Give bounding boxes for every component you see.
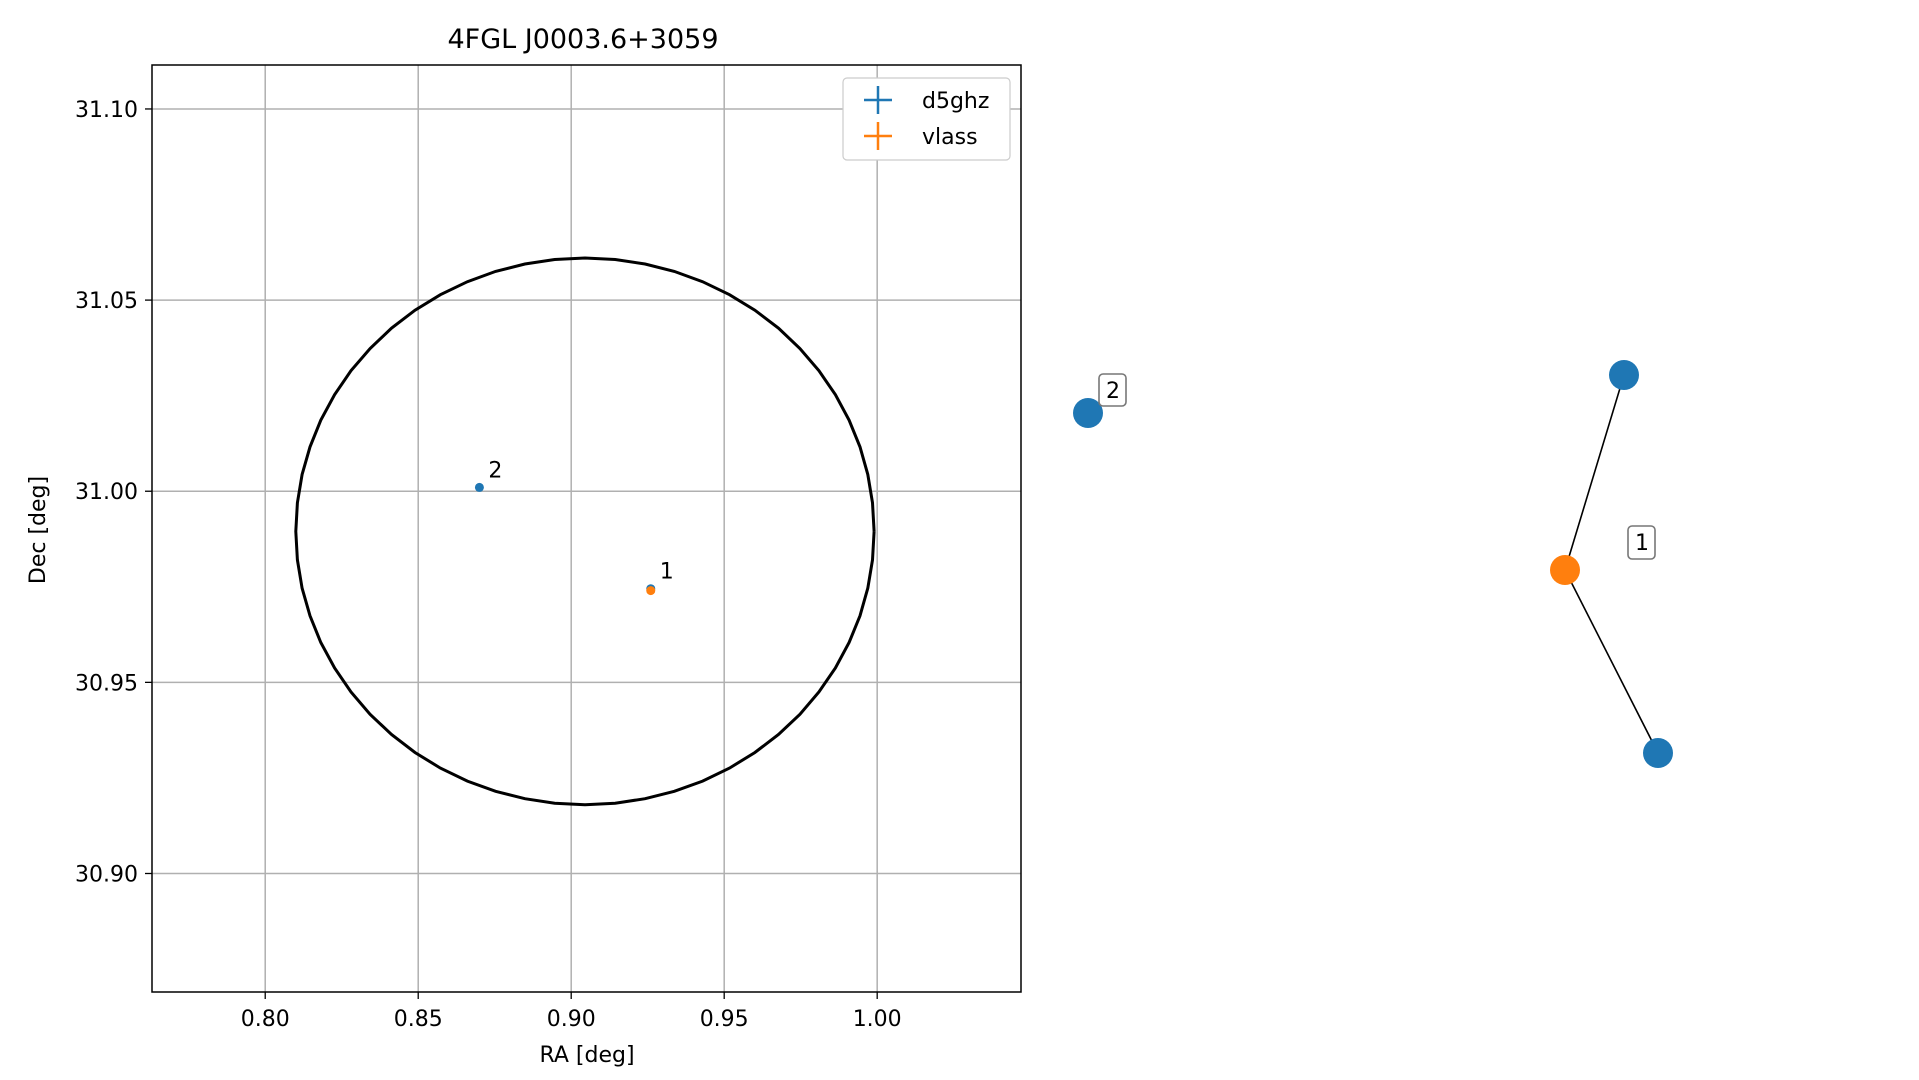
legend-label-vlass: vlass — [922, 125, 978, 150]
network-edge-vlass1-d5ghz-a — [1564, 374, 1625, 571]
data-point-label: 2 — [488, 458, 502, 483]
network-node-d5ghz-2 — [1073, 398, 1103, 428]
grid — [152, 65, 1021, 992]
x-tick-label: 0.95 — [700, 1007, 749, 1032]
plot-frame — [151, 64, 1022, 993]
y-tick-label: 31.05 — [75, 289, 138, 314]
data-point-d5ghz — [474, 482, 484, 492]
localization-ellipse — [294, 256, 876, 807]
network-node-d5ghz-a — [1609, 360, 1639, 390]
legend-label-d5ghz: d5ghz — [922, 89, 989, 114]
network-label-2-box — [1098, 373, 1127, 407]
legend: d5ghz vlass — [842, 77, 1011, 161]
chart-title: 4FGL J0003.6+3059 — [447, 24, 718, 55]
y-axis-ticks: 30.90 30.95 31.00 31.05 31.10 — [75, 98, 152, 887]
network-edge-vlass1-d5ghz-b — [1564, 569, 1659, 754]
x-tick-label: 1.00 — [853, 1007, 902, 1032]
x-axis-label: RA [deg] — [539, 1043, 634, 1068]
x-tick-label: 0.85 — [394, 1007, 443, 1032]
y-tick-label: 31.10 — [75, 98, 138, 123]
scatter-chart: 4FGL J0003.6+3059 21 0.80 0.85 0.90 0.95 1.0… — [26, 24, 1022, 1068]
y-tick-label: 30.95 — [75, 671, 138, 696]
y-tick-label: 30.90 — [75, 862, 138, 887]
x-tick-label: 0.80 — [241, 1007, 290, 1032]
y-axis-label: Dec [deg] — [26, 476, 51, 584]
legend-entry-vlass: vlass — [864, 122, 978, 150]
network-node-vlass-1 — [1550, 555, 1580, 585]
network-label-1-box — [1627, 525, 1656, 560]
y-tick-label: 31.00 — [75, 480, 138, 505]
localization-ellipse-layer — [294, 256, 876, 807]
data-points-layer: 21 — [474, 458, 674, 596]
network-label-1-text: 1 — [1635, 531, 1649, 556]
data-point-vlass — [646, 586, 656, 596]
network-label-2: 2 — [1098, 373, 1127, 407]
network-label-1: 1 — [1627, 525, 1656, 560]
legend-box — [842, 77, 1011, 161]
association-network: 2 1 — [1073, 360, 1673, 768]
legend-entry-d5ghz: d5ghz — [864, 86, 989, 114]
network-label-2-text: 2 — [1106, 379, 1120, 404]
x-tick-label: 0.90 — [547, 1007, 596, 1032]
network-node-d5ghz-b — [1643, 738, 1673, 768]
data-point-label: 1 — [660, 560, 674, 585]
x-axis-ticks: 0.80 0.85 0.90 0.95 1.00 — [241, 992, 902, 1032]
